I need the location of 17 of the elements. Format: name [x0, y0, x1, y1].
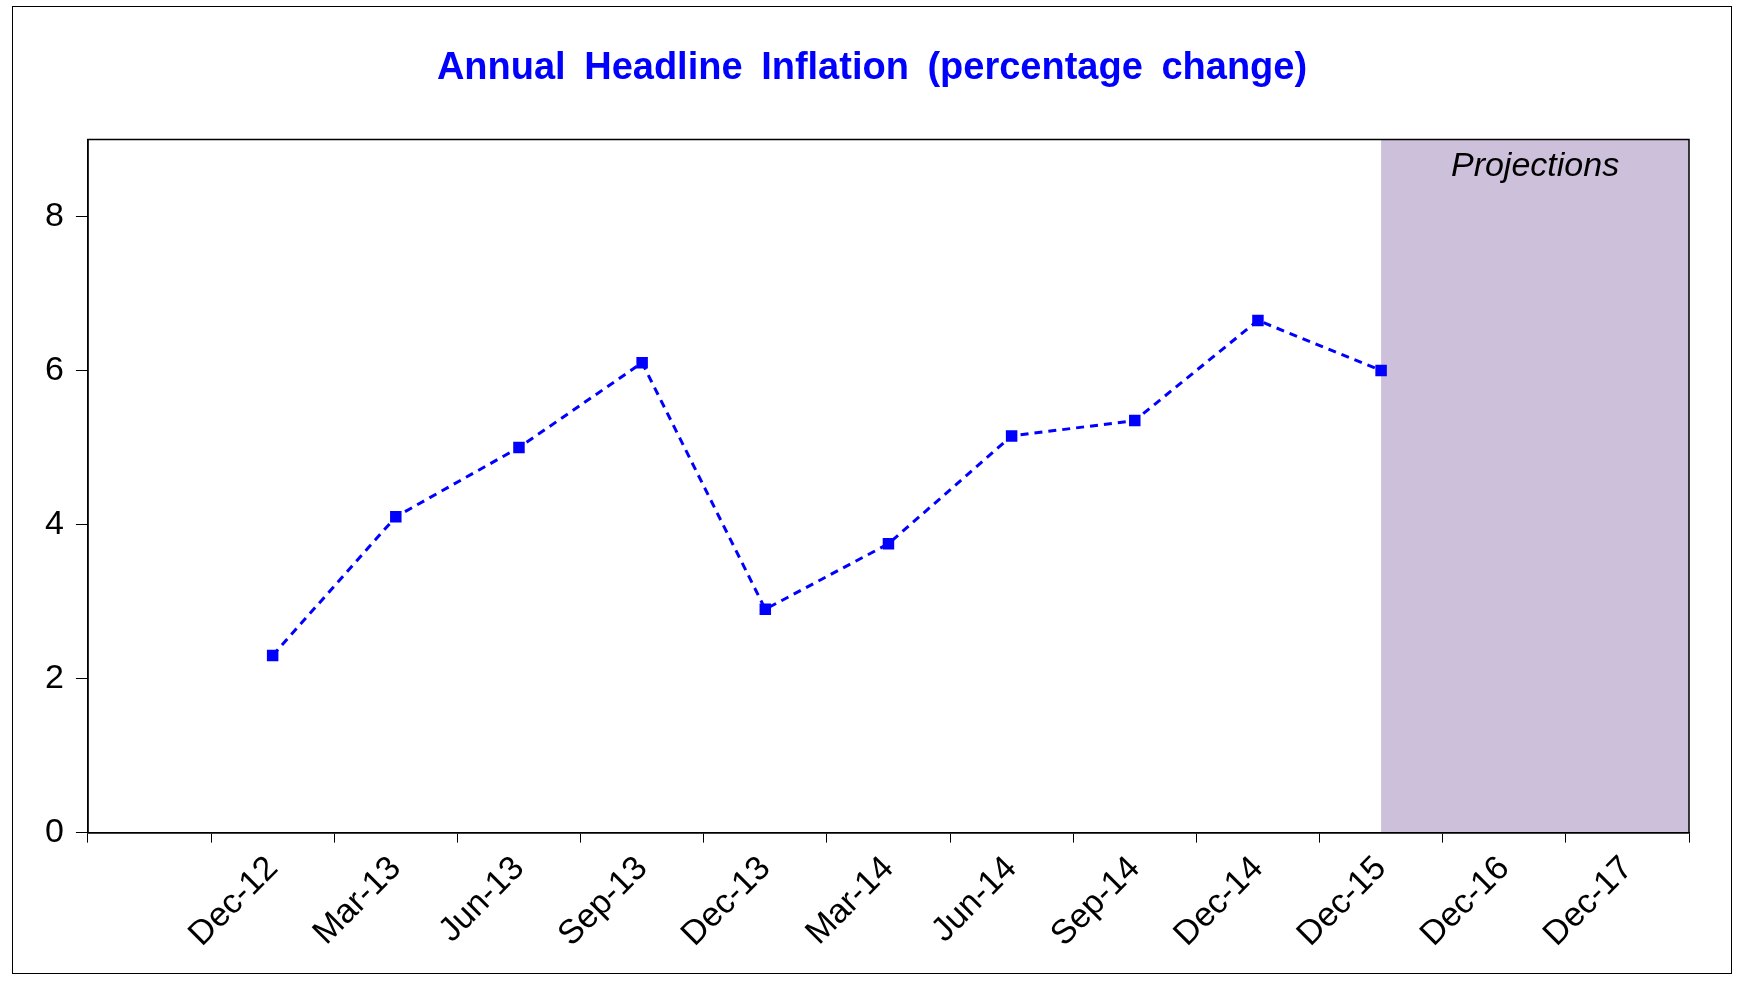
- point: [882, 538, 895, 550]
- point: [759, 603, 772, 615]
- chart-title: Annual Headline Inflation (percentage change): [435, 45, 1309, 88]
- y-tick-label: 4: [44, 502, 64, 541]
- y-tick-label: 8: [44, 194, 64, 233]
- band-label: Projections: [1450, 144, 1620, 183]
- y-tick-label: 6: [44, 348, 64, 387]
- point: [390, 511, 402, 523]
- point: [636, 357, 648, 369]
- point: [1252, 314, 1264, 327]
- y-tick-label: 0: [44, 811, 64, 849]
- point: [266, 649, 279, 662]
- point: [1005, 430, 1018, 442]
- point: [1129, 414, 1141, 427]
- point: [513, 441, 525, 454]
- y-tick-label: 2: [44, 656, 64, 695]
- point: [1375, 364, 1387, 377]
